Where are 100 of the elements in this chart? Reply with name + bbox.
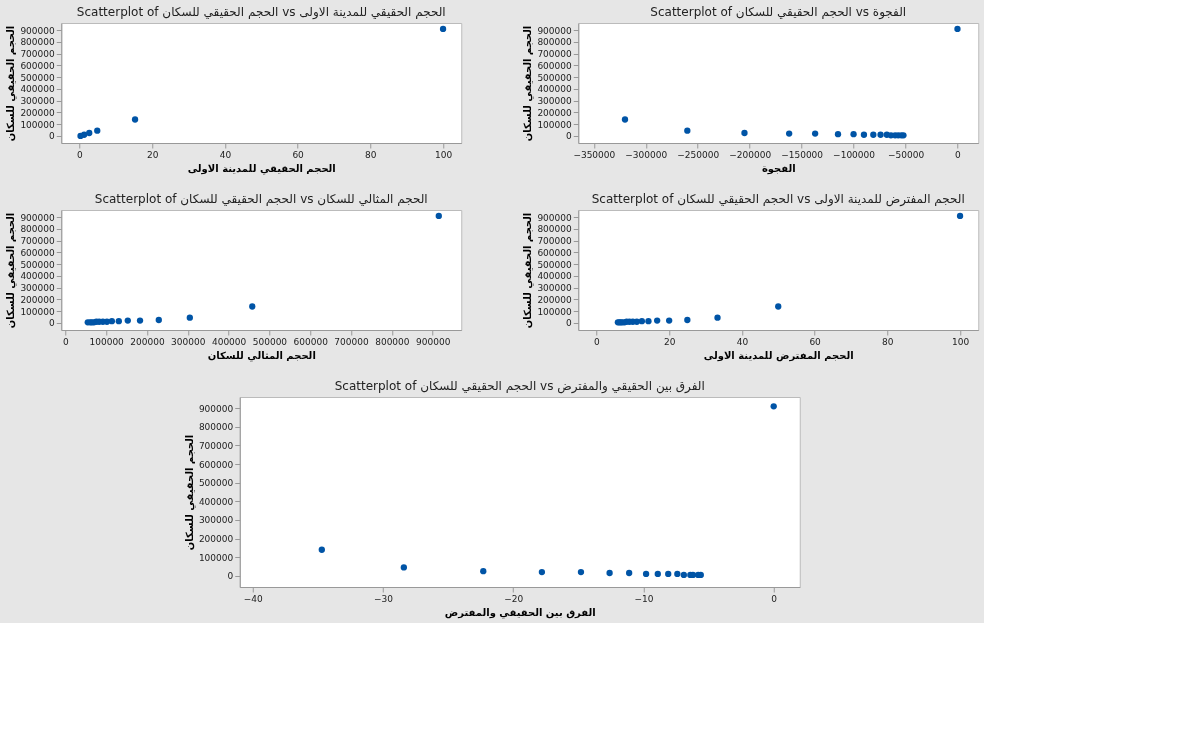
y-tick-label: 900000: [198, 403, 234, 414]
x-axis-title: الحجم المفترض للمدينة الاولى: [703, 349, 854, 362]
y-tick-label: 0: [49, 318, 56, 329]
x-tick-label: 40: [219, 149, 232, 160]
y-axis-title: الحجم الحقيقي للسكان: [522, 212, 535, 329]
y-tick-label: 700000: [20, 236, 56, 247]
chart-title: Scatterplot of الحجم الحقيقي للسكان vs الفجوة: [650, 5, 907, 20]
y-tick-label: 100000: [20, 306, 56, 317]
y-tick-label: 200000: [537, 107, 573, 118]
y-tick-label: 900000: [20, 212, 56, 223]
y-tick-label: 600000: [537, 247, 573, 258]
y-tick-label: 0: [566, 318, 573, 329]
y-tick-label: 500000: [198, 478, 234, 489]
x-tick-label: −50000: [887, 149, 925, 160]
x-tick-label: 700000: [334, 336, 369, 347]
x-tick-label: 100000: [89, 336, 125, 347]
x-tick-label: 80: [882, 336, 894, 347]
y-tick-label: 500000: [20, 259, 56, 270]
y-tick-label: 100000: [198, 552, 234, 563]
x-tick-label: 60: [292, 149, 305, 160]
x-tick-label: 20: [146, 149, 159, 160]
y-tick-label: 800000: [537, 37, 573, 48]
x-tick-label: 900000: [416, 336, 451, 347]
x-tick-label: 400000: [211, 336, 247, 347]
y-tick-label: 700000: [198, 440, 234, 451]
x-tick-label: 0: [771, 593, 778, 604]
x-tick-label: −20: [504, 593, 524, 604]
chart-title: Scatterplot of الحجم الحقيقي للسكان vs الفرق بين الحقيقي والمفترض: [334, 379, 705, 394]
y-tick-label: 200000: [537, 294, 573, 305]
x-tick-label: 80: [365, 149, 377, 160]
y-tick-label: 600000: [198, 459, 234, 470]
x-tick-label: 0: [594, 336, 601, 347]
y-tick-label: 600000: [20, 247, 56, 258]
x-axis-title: الفرق بين الحقيقي والمفترض: [444, 606, 596, 619]
x-tick-label: 300000: [171, 336, 206, 347]
x-tick-label: 0: [77, 149, 84, 160]
y-tick-label: 400000: [198, 496, 234, 507]
y-tick-label: 500000: [20, 72, 56, 83]
y-tick-label: 900000: [537, 25, 573, 36]
y-tick-label: 300000: [20, 96, 56, 107]
y-tick-label: 400000: [537, 84, 573, 95]
y-tick-label: 600000: [537, 60, 573, 71]
y-tick-label: 0: [227, 571, 234, 582]
x-tick-label: 40: [736, 336, 749, 347]
y-tick-label: 200000: [198, 534, 234, 545]
x-tick-label: −40: [243, 593, 264, 604]
y-tick-label: 0: [566, 131, 573, 142]
x-axis-title: الحجم المثالي للسكان: [207, 349, 316, 362]
y-tick-label: 100000: [20, 119, 56, 130]
y-tick-label: 200000: [20, 294, 56, 305]
y-tick-label: 900000: [20, 25, 56, 36]
y-axis-title: الحجم الحقيقي للسكان: [522, 25, 535, 142]
chart-title: Scatterplot of الحجم الحقيقي للسكان vs الحجم المفترض للمدينة الاولى: [591, 192, 965, 207]
y-tick-label: 600000: [20, 60, 56, 71]
y-tick-label: 300000: [537, 283, 573, 294]
x-tick-label: 0: [62, 336, 69, 347]
x-tick-label: 200000: [130, 336, 165, 347]
y-tick-label: 500000: [537, 72, 573, 83]
x-tick-label: −200000: [729, 149, 772, 160]
y-tick-label: 400000: [20, 84, 56, 95]
chart-title: Scatterplot of الحجم الحقيقي للسكان vs الحجم المثالي للسكان: [94, 192, 428, 206]
y-axis-title: الحجم الحقيقي للسكان: [183, 434, 196, 551]
x-tick-label: 500000: [252, 336, 288, 347]
x-tick-label: 100: [434, 149, 453, 160]
x-tick-label: 60: [809, 336, 822, 347]
y-tick-label: 0: [49, 131, 56, 142]
x-tick-label: 100: [951, 336, 970, 347]
x-tick-label: −350000: [573, 149, 616, 160]
y-tick-label: 800000: [537, 224, 573, 235]
y-tick-label: 800000: [198, 422, 234, 433]
chart-title: Scatterplot of الحجم الحقيقي للسكان vs الحجم الحقيقي للمدينة الاولى: [76, 5, 446, 20]
x-tick-label: 0: [955, 149, 962, 160]
y-tick-label: 200000: [20, 107, 56, 118]
x-tick-label: −100000: [833, 149, 876, 160]
y-tick-label: 500000: [537, 259, 573, 270]
y-tick-label: 800000: [20, 37, 56, 48]
x-axis-title: الحجم الحقيقي للمدينة الاولى: [187, 162, 336, 175]
x-axis-title: الفجوة: [761, 162, 796, 175]
y-axis-title: الحجم الحقيقي للسكان: [5, 25, 18, 142]
y-tick-label: 100000: [537, 306, 573, 317]
x-tick-label: 800000: [375, 336, 410, 347]
y-tick-label: 300000: [198, 515, 234, 526]
x-tick-label: 20: [663, 336, 676, 347]
x-tick-label: −250000: [677, 149, 720, 160]
y-tick-label: 700000: [537, 49, 573, 60]
y-tick-label: 700000: [20, 49, 56, 60]
y-tick-label: 800000: [20, 224, 56, 235]
y-tick-label: 700000: [537, 236, 573, 247]
x-tick-label: −10: [634, 593, 654, 604]
y-tick-label: 400000: [20, 271, 56, 282]
y-tick-label: 300000: [537, 96, 573, 107]
y-tick-label: 400000: [537, 271, 573, 282]
x-tick-label: −30: [374, 593, 394, 604]
y-tick-label: 900000: [537, 212, 573, 223]
x-tick-label: 600000: [293, 336, 329, 347]
x-tick-label: −150000: [781, 149, 824, 160]
y-axis-title: الحجم الحقيقي للسكان: [5, 212, 18, 329]
y-tick-label: 300000: [20, 283, 56, 294]
x-tick-label: −300000: [625, 149, 668, 160]
y-tick-label: 100000: [537, 119, 573, 130]
